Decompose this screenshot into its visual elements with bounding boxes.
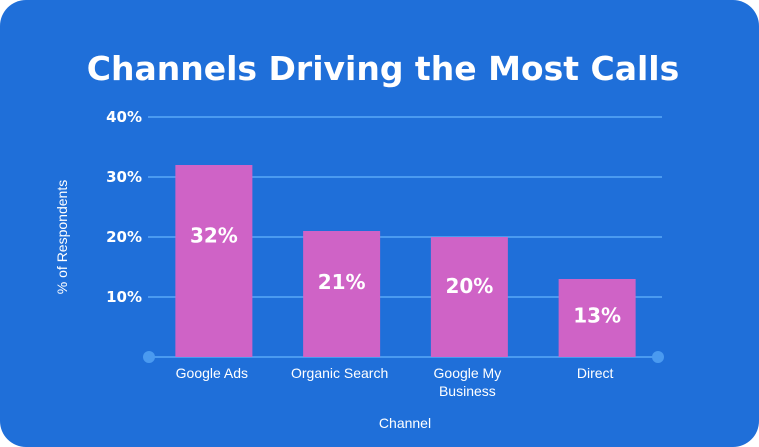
- bar: [303, 231, 381, 357]
- data-label: 13%: [573, 303, 621, 327]
- data-label: 20%: [445, 274, 493, 298]
- bar: [430, 237, 508, 357]
- y-tick-label: 40%: [106, 108, 142, 126]
- x-tick-label: Direct: [577, 365, 614, 381]
- x-axis-label: Channel: [379, 415, 431, 431]
- y-axis-label: % of Respondents: [54, 180, 70, 294]
- x-axis-ticks: Google Ads Organic Search Google My Busines…: [176, 365, 614, 399]
- x-tick-label: Google My: [434, 365, 502, 381]
- x-tick-label: Organic Search: [291, 365, 388, 381]
- y-tick-label: 10%: [106, 288, 142, 306]
- bar: [558, 279, 636, 357]
- x-tick-label: Google Ads: [176, 365, 248, 381]
- chart-title: Channels Driving the Most Calls: [87, 49, 680, 88]
- bars: 32% 21% 20% 13%: [175, 165, 636, 357]
- data-label: 21%: [318, 270, 366, 294]
- axis-end-dot: [652, 351, 664, 363]
- y-tick-label: 20%: [106, 228, 142, 246]
- axis-end-dot: [143, 351, 155, 363]
- bar: [175, 165, 253, 357]
- x-tick-label: Business: [439, 383, 496, 399]
- y-tick-label: 30%: [106, 168, 142, 186]
- y-axis-ticks: 10% 20% 30% 40%: [106, 108, 142, 306]
- data-label: 32%: [190, 224, 238, 248]
